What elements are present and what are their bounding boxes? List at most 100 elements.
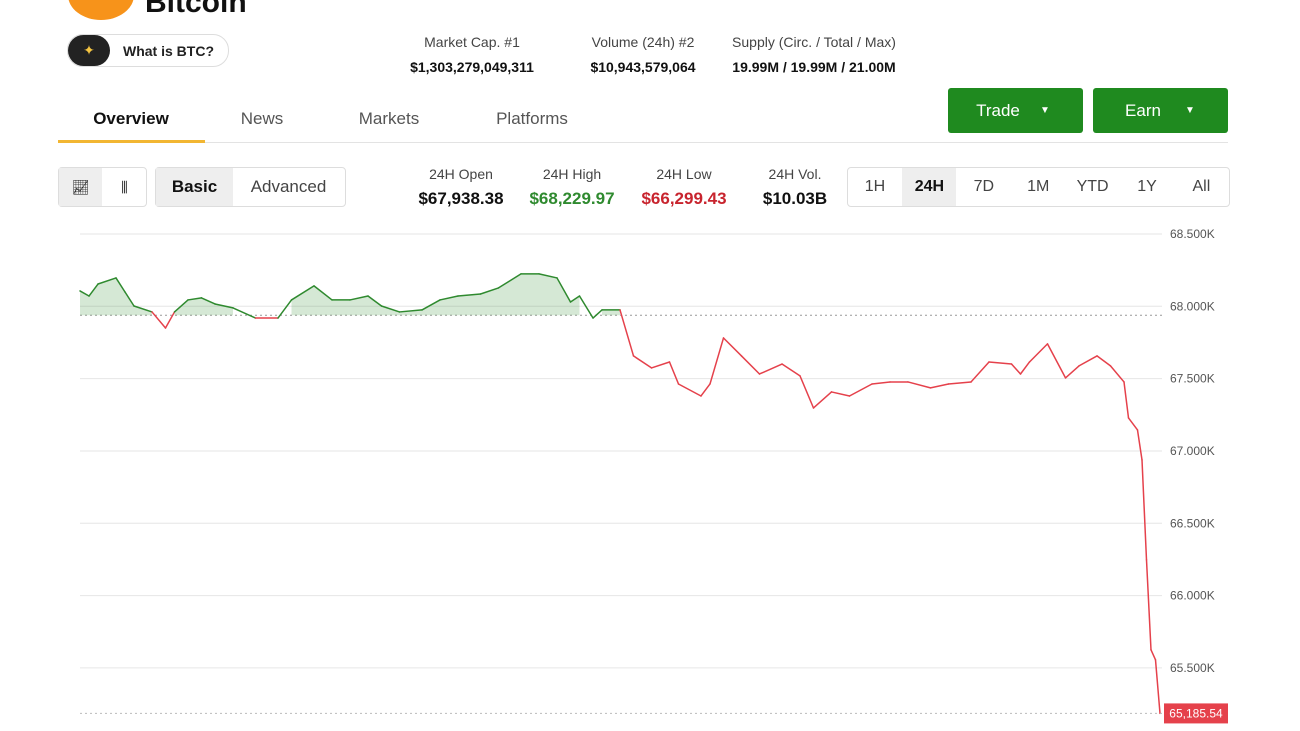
area-up: [602, 309, 620, 316]
price-line: [632, 355, 653, 369]
tab[interactable]: News: [240, 109, 284, 128]
price-line: [1141, 459, 1148, 561]
price-line: [187, 297, 203, 301]
price-line: [556, 277, 572, 303]
price-line: [1028, 343, 1049, 363]
price-line: [569, 295, 581, 303]
price-line: [367, 295, 383, 307]
price-line: [79, 290, 90, 297]
price-line: [929, 383, 950, 389]
what-is-button[interactable]: ✦ What is BTC?: [67, 34, 229, 67]
price-line: [668, 361, 680, 385]
stat-label: Volume (24h) #2: [591, 34, 695, 50]
stat-label: Supply (Circ. / Total / Max): [732, 34, 896, 50]
divider: [58, 142, 1228, 143]
y-tick-label: 67.500K: [1170, 372, 1215, 386]
price-line: [650, 361, 671, 369]
range-button[interactable]: 24H: [902, 168, 957, 206]
price-line: [1010, 363, 1022, 375]
range-button[interactable]: 1Y: [1137, 178, 1157, 195]
price-line: [677, 383, 702, 397]
price-line: [1019, 361, 1031, 375]
range-button[interactable]: YTD: [1076, 178, 1109, 195]
price-line: [290, 285, 315, 301]
price-line: [439, 295, 459, 301]
price-line: [151, 311, 167, 329]
y-tick-label: 66.000K: [1170, 589, 1215, 603]
range-button[interactable]: All: [1192, 178, 1211, 195]
price-line: [1109, 365, 1125, 383]
what-is-label: What is BTC?: [123, 43, 214, 59]
price-line: [988, 361, 1013, 365]
view-mode[interactable]: Basic: [156, 168, 233, 206]
price-line: [232, 307, 257, 319]
price-line: [830, 391, 851, 397]
button-label: Earn: [1125, 101, 1161, 120]
price-line: [799, 375, 815, 409]
price-line: [1064, 365, 1080, 379]
price-line: [758, 363, 783, 375]
price-line: [1154, 659, 1161, 715]
caret: ▼: [1040, 105, 1050, 116]
price-line: [812, 391, 833, 409]
price-line: [277, 299, 293, 319]
price-line: [709, 337, 725, 385]
tab[interactable]: Overview: [93, 109, 169, 128]
stat-value: $10,943,579,064: [590, 59, 696, 75]
line-icon[interactable]: 📈︎: [59, 168, 102, 206]
coin-name: Bitcoin: [145, 0, 247, 19]
price-line: [578, 295, 594, 319]
price-line: [907, 381, 932, 389]
price-line: [592, 309, 603, 319]
range-button[interactable]: 7D: [973, 178, 995, 195]
day-stat-label: 24H Vol.: [768, 166, 822, 182]
day-stat-value: $10.03B: [762, 189, 828, 208]
price-line: [115, 277, 126, 293]
y-tick-label: 66.500K: [1170, 516, 1215, 530]
view-toggle: [155, 167, 346, 207]
price-line: [1136, 429, 1143, 461]
candle-icon[interactable]: ⫼: [121, 179, 128, 195]
y-tick-label: 67.000K: [1170, 444, 1215, 458]
price-line: [421, 299, 441, 311]
range-button[interactable]: 1M: [1027, 178, 1050, 195]
price-line: [947, 381, 972, 385]
price-line: [164, 311, 176, 329]
price-line: [970, 361, 990, 383]
price-line: [398, 309, 423, 313]
tab[interactable]: Markets: [358, 109, 420, 128]
y-tick-label: 68.500K: [1170, 227, 1215, 241]
logo: [68, 0, 134, 20]
chart-type-toggle[interactable]: 📈︎ ⫼: [58, 167, 147, 207]
day-stat-label: 24H Open: [429, 166, 493, 182]
range-button[interactable]: 1H: [864, 178, 886, 195]
price-line: [457, 293, 482, 297]
tab[interactable]: Platforms: [496, 109, 568, 128]
y-tick-label: 68.000K: [1170, 299, 1215, 313]
price-line: [124, 291, 135, 307]
y-tick-label: 65.500K: [1170, 661, 1215, 675]
price-line: [722, 337, 743, 357]
price-line: [214, 303, 234, 309]
price-line: [380, 305, 401, 313]
day-stat-value: $68,229.97: [529, 189, 615, 208]
price-line: [97, 277, 117, 285]
current-price-label: 65,185.54: [1169, 706, 1223, 720]
day-stat-value: $67,938.38: [418, 189, 504, 208]
stat-value: 19.99M / 19.99M / 21.00M: [732, 59, 896, 75]
view-mode[interactable]: Advanced: [250, 177, 327, 196]
price-line: [1078, 355, 1098, 367]
price-line: [133, 305, 153, 313]
price-line: [1127, 417, 1139, 431]
price-line: [1096, 355, 1112, 367]
action-button[interactable]: Earn ▼: [1093, 88, 1228, 133]
stat-value: $1,303,279,049,311: [410, 59, 534, 75]
action-button[interactable]: Trade ▼: [948, 88, 1083, 133]
area-up: [174, 297, 233, 316]
current-price-box: [1164, 703, 1228, 724]
price-line: [173, 299, 189, 313]
price-line: [200, 297, 216, 305]
button-label: Trade: [976, 101, 1020, 120]
price-line: [619, 309, 635, 357]
